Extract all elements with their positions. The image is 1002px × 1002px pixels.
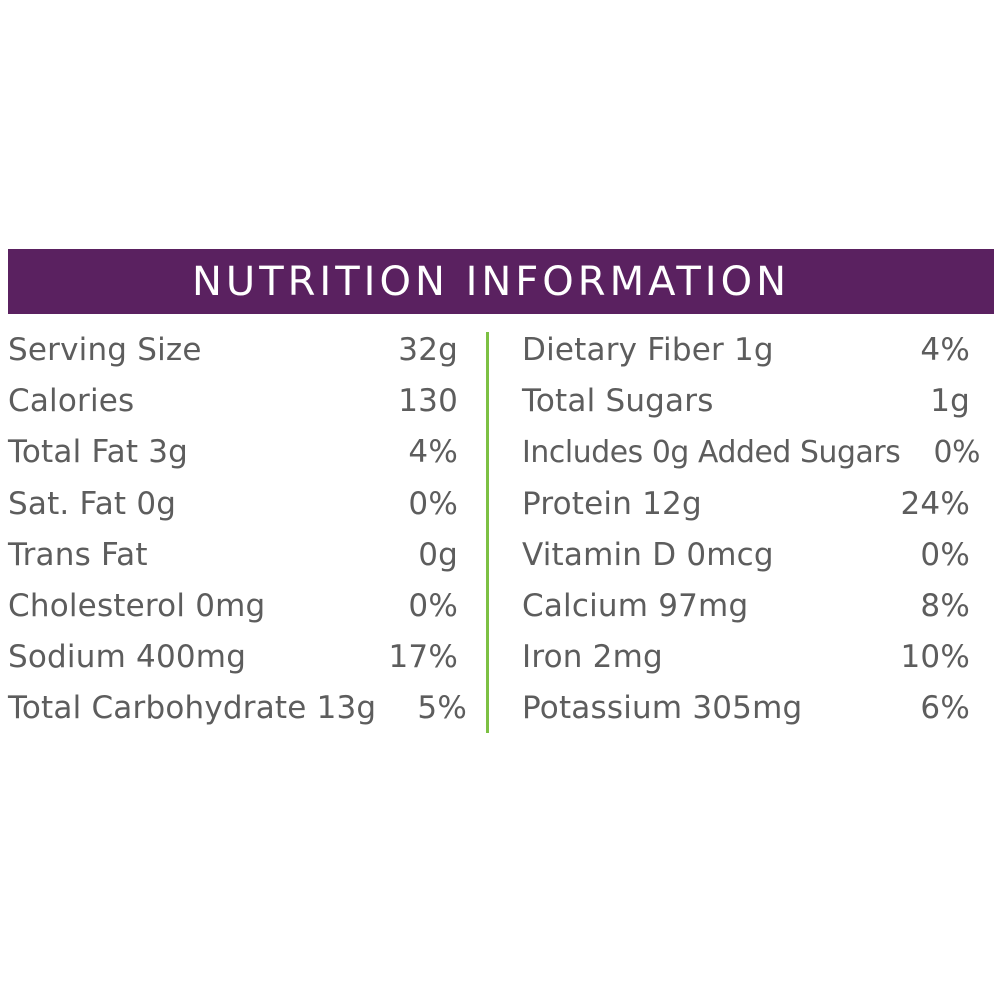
- nutrient-value: 130: [398, 383, 458, 420]
- nutrient-value: 4%: [408, 434, 458, 471]
- nutrient-value: 4%: [920, 332, 970, 369]
- nutrient-row-sodium: Sodium 400mg 17%: [8, 632, 458, 683]
- nutrient-label: Potassium 305mg: [522, 690, 803, 727]
- nutrient-row-sat-fat: Sat. Fat 0g 0%: [8, 479, 458, 530]
- panel-title: NUTRITION INFORMATION: [192, 258, 790, 305]
- nutrient-label: Iron 2mg: [522, 639, 663, 676]
- nutrient-label: Dietary Fiber 1g: [522, 332, 774, 369]
- nutrient-row-total-sugars: Total Sugars 1g: [522, 376, 970, 427]
- nutrient-value: 5%: [417, 690, 467, 727]
- nutrient-label: Calcium 97mg: [522, 588, 749, 625]
- nutrient-value: 32g: [398, 332, 458, 369]
- nutrient-value: 6%: [920, 690, 970, 727]
- left-nutrient-column: Serving Size 32g Calories 130 Total Fat …: [8, 325, 467, 735]
- nutrient-label: Trans Fat: [8, 536, 148, 573]
- nutrient-label: Total Carbohydrate 13g: [8, 690, 377, 727]
- nutrient-row-cholesterol: Cholesterol 0mg 0%: [8, 581, 458, 632]
- nutrient-label: Calories: [8, 383, 135, 420]
- nutrient-label: Serving Size: [8, 332, 202, 369]
- nutrient-label: Cholesterol 0mg: [8, 588, 266, 625]
- nutrient-row-calories: Calories 130: [8, 376, 458, 427]
- nutrient-value: 0%: [920, 536, 970, 573]
- title-bar: NUTRITION INFORMATION: [8, 249, 994, 314]
- nutrient-label: Sat. Fat 0g: [8, 485, 177, 522]
- nutrient-label: Protein 12g: [522, 485, 702, 522]
- nutrient-value: 17%: [388, 639, 458, 676]
- nutrient-label: Sodium 400mg: [8, 639, 247, 676]
- nutrient-row-dietary-fiber: Dietary Fiber 1g 4%: [522, 325, 970, 376]
- nutrient-row-iron: Iron 2mg 10%: [522, 632, 970, 683]
- nutrient-row-serving-size: Serving Size 32g: [8, 325, 458, 376]
- nutrient-row-added-sugars: Includes 0g Added Sugars 0%: [522, 427, 980, 478]
- nutrient-value: 0%: [933, 435, 981, 471]
- nutrient-value: 0%: [408, 588, 458, 625]
- nutrient-row-total-carbohydrate: Total Carbohydrate 13g 5%: [8, 683, 467, 734]
- nutrient-row-protein: Protein 12g 24%: [522, 479, 970, 530]
- right-nutrient-column: Dietary Fiber 1g 4% Total Sugars 1g Incl…: [522, 325, 980, 735]
- nutrient-label: Total Fat 3g: [8, 434, 189, 471]
- nutrient-value: 1g: [930, 383, 970, 420]
- nutrient-row-calcium: Calcium 97mg 8%: [522, 581, 970, 632]
- nutrient-row-total-fat: Total Fat 3g 4%: [8, 427, 458, 478]
- nutrient-row-vitamin-d: Vitamin D 0mcg 0%: [522, 530, 970, 581]
- nutrient-value: 10%: [900, 639, 970, 676]
- nutrient-row-potassium: Potassium 305mg 6%: [522, 683, 970, 734]
- nutrient-value: 24%: [900, 485, 970, 522]
- nutrient-row-trans-fat: Trans Fat 0g: [8, 530, 458, 581]
- nutrient-value: 0g: [418, 536, 458, 573]
- column-divider: [486, 332, 489, 733]
- nutrient-value: 8%: [920, 588, 970, 625]
- nutrient-label: Includes 0g Added Sugars: [522, 435, 901, 471]
- nutrient-value: 0%: [408, 485, 458, 522]
- nutrient-label: Total Sugars: [522, 383, 714, 420]
- nutrient-label: Vitamin D 0mcg: [522, 536, 774, 573]
